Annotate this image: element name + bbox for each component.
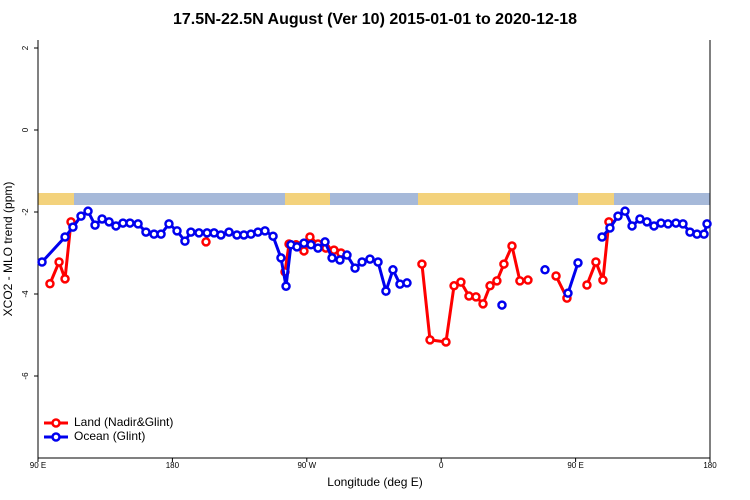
point [201,237,211,247]
point [305,232,315,242]
point [335,255,345,265]
x-axis-label: Longitude (deg E) [327,475,422,489]
point [425,335,435,345]
point [224,227,234,237]
point [180,236,190,246]
point [281,281,291,291]
point [45,279,55,289]
point [582,280,592,290]
point [456,277,466,287]
point [60,232,70,242]
point [499,259,509,269]
point [172,226,182,236]
point [357,257,367,267]
point [492,276,502,286]
point [365,254,375,264]
point [627,221,637,231]
legend-marker [51,432,61,442]
point [313,243,323,253]
point [327,253,337,263]
y-axis-label: XCO2 - MLO trend (ppm) [1,182,15,317]
point [417,259,427,269]
point [591,257,601,267]
point [292,242,302,252]
point [156,229,166,239]
point [194,228,204,238]
point [141,227,151,237]
point [497,300,507,310]
point [104,217,114,227]
point [125,218,135,228]
point [76,211,86,221]
point [299,246,309,256]
point [342,250,352,260]
point [441,337,451,347]
point [471,292,481,302]
point [515,276,525,286]
chart-title: 17.5N-22.5N August (Ver 10) 2015-01-01 t… [173,11,577,28]
point [216,230,226,240]
point [306,240,316,250]
point [402,278,412,288]
point [642,217,652,227]
point [598,275,608,285]
x-tick-label: 90 E [30,461,46,470]
legend-label: Land (Nadir&Glint) [74,415,173,429]
point [449,281,459,291]
y-tick-label: 0 [21,127,30,132]
point [260,226,270,236]
map-strip [38,193,710,205]
point [90,220,100,230]
point [699,229,709,239]
point [388,265,398,275]
point [320,237,330,247]
point [507,241,517,251]
point [83,206,93,216]
point [350,263,360,273]
point [563,288,573,298]
point [523,275,533,285]
point [613,211,623,221]
point [620,206,630,216]
point [37,257,47,267]
x-tick-label: 0 [439,461,444,470]
point [268,231,278,241]
point [381,286,391,296]
point [663,219,673,229]
point [597,232,607,242]
y-tick-label: -2 [21,208,30,216]
point [551,271,561,281]
point [573,258,583,268]
point [373,257,383,267]
x-tick-label: 180 [166,461,180,470]
point [133,219,143,229]
point [54,257,64,267]
point [678,219,688,229]
point [164,219,174,229]
y-tick-label: 2 [21,45,30,50]
y-tick-label: -4 [21,290,30,298]
x-tick-label: 180 [703,461,717,470]
point [60,274,70,284]
legend-label: Ocean (Glint) [74,429,145,443]
point [540,265,550,275]
y-tick-label: -6 [21,372,30,380]
point [478,299,488,309]
point [485,281,495,291]
point [702,219,712,229]
point [68,222,78,232]
point [605,223,615,233]
x-tick-label: 90 E [567,461,583,470]
legend-marker [51,418,61,428]
point [276,253,286,263]
x-tick-label: 90 W [297,461,316,470]
point [186,227,196,237]
